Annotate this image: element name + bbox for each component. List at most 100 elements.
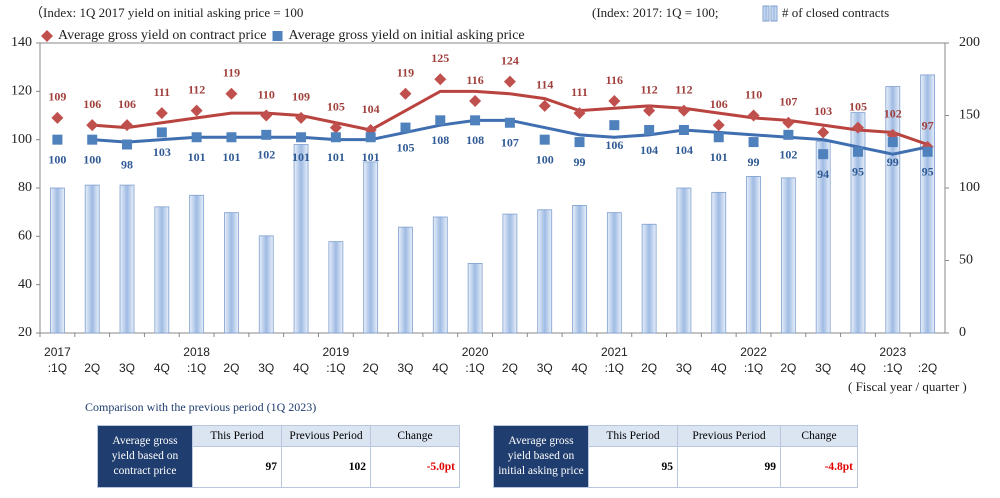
column-header: Change — [780, 425, 858, 447]
marker — [226, 132, 237, 143]
x-tick-label: 2Q — [223, 361, 239, 375]
data-label: 103 — [814, 104, 832, 118]
x-tick-label: :1Q — [605, 361, 624, 375]
legend-marker — [272, 31, 283, 41]
marker — [817, 126, 830, 139]
marker — [295, 111, 308, 124]
cell: 99 — [677, 446, 781, 488]
marker — [712, 119, 725, 132]
y-tick-label: 60 — [18, 229, 32, 244]
data-label: 110 — [745, 87, 762, 101]
data-label: 106 — [605, 138, 623, 152]
marker — [52, 134, 63, 145]
data-label: 105 — [849, 99, 867, 113]
bar — [502, 213, 518, 334]
x-tick-label: 2Q — [641, 361, 657, 375]
row-header: Average gross yield based on contract pr… — [97, 425, 193, 488]
marker — [887, 137, 898, 148]
comparison-table: Average gross yield based on initial ask… — [493, 425, 858, 488]
legend-label: Average gross yield on initial asking pr… — [289, 28, 525, 43]
x-tick-label: 3Q — [119, 361, 135, 375]
data-label: 116 — [466, 73, 483, 87]
x-tick-label: 2Q — [363, 361, 379, 375]
bar — [154, 206, 170, 334]
x-tick-label: 3Q — [815, 361, 831, 375]
x-tick-label: 4Q — [154, 361, 170, 375]
y2-tick-label: 50 — [959, 253, 973, 268]
data-label: 106 — [83, 97, 101, 111]
data-label: 112 — [640, 82, 657, 96]
data-label: 101 — [222, 150, 240, 164]
marker — [330, 132, 341, 143]
marker — [643, 104, 656, 117]
data-label: 104 — [362, 102, 380, 116]
x-tick-label: :1Q — [187, 361, 206, 375]
y2-tick-label: 100 — [959, 180, 980, 195]
x-tick-label: 2Q — [84, 361, 100, 375]
bar — [606, 212, 622, 334]
x-tick-label: :1Q — [744, 361, 763, 375]
marker — [783, 129, 794, 140]
data-label: 106 — [710, 97, 728, 111]
data-label: 124 — [501, 53, 519, 67]
marker — [156, 127, 167, 138]
y2-tick-label: 200 — [959, 35, 980, 50]
marker — [539, 134, 550, 145]
data-label: 99 — [748, 155, 760, 169]
y-tick-label: 40 — [18, 277, 32, 292]
marker — [747, 109, 760, 122]
marker — [748, 137, 759, 148]
comparison-table: Average gross yield based on contract pr… — [97, 425, 460, 488]
data-label: 108 — [466, 133, 484, 147]
data-label: 107 — [779, 95, 797, 109]
column-header: Previous Period — [677, 425, 781, 447]
bar — [258, 235, 274, 334]
bar — [398, 226, 413, 334]
data-label: 100 — [536, 152, 554, 166]
cell: 95 — [588, 446, 678, 488]
bar — [467, 262, 483, 334]
marker — [608, 95, 621, 107]
marker — [51, 111, 64, 124]
data-label: 98 — [121, 157, 133, 171]
x-year-label: 2020 — [462, 345, 489, 359]
bar — [676, 187, 692, 334]
marker — [400, 122, 411, 133]
x-year-label: 2019 — [323, 345, 350, 359]
data-label: 112 — [675, 82, 692, 96]
marker — [818, 149, 829, 160]
legend-swatch — [762, 5, 770, 22]
x-tick-label: 3Q — [537, 361, 553, 375]
marker — [504, 117, 515, 128]
bar — [363, 161, 379, 334]
legend-label: Average gross yield on contract price — [58, 28, 267, 43]
column-header: Change — [370, 425, 460, 447]
marker — [503, 75, 516, 88]
data-label: 100 — [48, 152, 66, 166]
x-tick-label: :2Q — [918, 361, 937, 375]
annotation: (Index: 2017: 1Q = 100; — [592, 5, 718, 20]
x-tick-label: 4Q — [572, 361, 588, 375]
bar — [432, 216, 448, 334]
x-tick-label: :1Q — [883, 361, 902, 375]
data-label: 99 — [887, 155, 899, 169]
marker — [678, 125, 689, 135]
data-label: 119 — [223, 66, 240, 80]
marker — [851, 121, 864, 134]
column-header: This Period — [588, 425, 678, 447]
marker — [122, 139, 133, 150]
data-label: 104 — [675, 143, 693, 157]
x-tick-label: :1Q — [326, 361, 345, 375]
plot-frame — [39, 42, 946, 334]
data-label: 125 — [431, 51, 449, 65]
bar — [224, 212, 239, 334]
y-tick-label: 120 — [11, 84, 32, 99]
data-label: 94 — [817, 167, 829, 181]
legend-label: # of closed contracts — [782, 5, 889, 20]
marker — [399, 87, 412, 100]
data-label: 95 — [852, 165, 864, 179]
data-label: 101 — [188, 150, 206, 164]
bar — [815, 141, 831, 334]
marker — [435, 115, 446, 126]
